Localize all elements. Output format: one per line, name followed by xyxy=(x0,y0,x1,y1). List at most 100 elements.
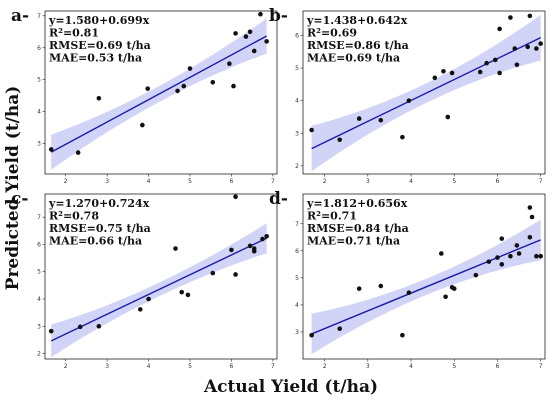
data-point xyxy=(179,289,185,295)
data-point xyxy=(258,11,263,17)
data-point xyxy=(527,13,533,19)
plot-area xyxy=(309,205,543,355)
data-point xyxy=(484,60,489,66)
stats-line: RMSE=0.69 t/ha xyxy=(49,39,151,52)
panel-frame xyxy=(44,193,278,360)
data-point xyxy=(508,15,513,20)
x-tick-label: 6 xyxy=(230,363,234,370)
x-tick-label: 5 xyxy=(452,363,456,370)
y-tick-label: 3 xyxy=(37,323,41,330)
y-tick-label: 5 xyxy=(295,275,299,282)
stats-line: y=1.812+0.656x xyxy=(306,197,408,210)
y-tick-label: 7 xyxy=(37,214,41,221)
data-point xyxy=(406,98,412,103)
data-point xyxy=(233,272,238,277)
data-point xyxy=(445,114,451,120)
plot-area xyxy=(48,194,269,358)
x-tick-label: 5 xyxy=(188,363,192,370)
x-tick-label: 6 xyxy=(496,178,500,185)
stats-line: R²=0.71 xyxy=(307,210,357,223)
y-tick-label: 6 xyxy=(295,248,299,255)
data-point xyxy=(527,234,533,240)
data-point xyxy=(451,286,457,291)
data-point xyxy=(512,46,518,51)
data-point xyxy=(514,62,520,68)
data-point xyxy=(499,236,505,241)
x-tick-label: 3 xyxy=(105,178,109,185)
y-tick-label: 4 xyxy=(37,296,41,303)
data-point xyxy=(210,270,216,276)
data-point xyxy=(499,262,505,267)
data-point xyxy=(449,70,455,76)
x-tick-label: 3 xyxy=(105,363,109,370)
data-point xyxy=(260,236,265,242)
data-point xyxy=(187,66,193,71)
data-point xyxy=(231,83,236,89)
y-tick-label: 4 xyxy=(37,109,41,116)
panel-1: 2 3 4 5 6 7 3 4 5 6 7 a-y=1.580+0.699xR²=0.81RMSE=0… xyxy=(11,6,278,185)
data-point xyxy=(185,292,191,298)
data-point xyxy=(233,194,238,200)
y-tick-label: 5 xyxy=(37,77,41,84)
regression-line xyxy=(50,237,267,342)
regression-line xyxy=(311,37,541,150)
y-tick-label: 5 xyxy=(295,65,299,72)
stats-line: RMSE=0.84 t/ha xyxy=(307,222,409,235)
data-point xyxy=(48,147,54,152)
data-point xyxy=(538,253,543,259)
x-tick-label: 5 xyxy=(452,178,456,185)
data-point xyxy=(146,296,151,302)
y-tick-label: 6 xyxy=(37,241,41,248)
panel-label: a- xyxy=(11,6,29,26)
x-tick-label: 7 xyxy=(271,178,275,185)
stats-line: y=1.270+0.724x xyxy=(48,197,150,210)
stats-line: R²=0.78 xyxy=(49,210,99,223)
panel-label: d- xyxy=(269,189,288,209)
data-point xyxy=(48,328,54,334)
data-point xyxy=(516,251,522,256)
panel-frame xyxy=(302,10,546,175)
x-tick-label: 3 xyxy=(366,178,370,185)
x-tick-label: 7 xyxy=(539,178,543,185)
panel-2: 2 3 4 5 6 7 2 3 4 5 6 b-y=1.438+0.642xR²=0.69RMSE=0… xyxy=(269,6,546,185)
panel-frame xyxy=(302,193,546,360)
data-point xyxy=(508,253,513,259)
data-point xyxy=(75,150,81,155)
data-point xyxy=(229,247,234,253)
data-point xyxy=(337,326,343,332)
x-tick-label: 7 xyxy=(539,363,543,370)
data-point xyxy=(251,48,257,54)
y-tick-label: 3 xyxy=(37,141,41,148)
x-tick-label: 3 xyxy=(366,363,370,370)
panel-4: 2 3 4 5 6 7 3 4 5 6 7 d-y=1.812+0.656xR²=0.71RMSE=0… xyxy=(269,189,546,370)
x-tick-label: 2 xyxy=(64,363,68,370)
y-tick-label: 3 xyxy=(295,130,299,137)
stats-line: RMSE=0.86 t/ha xyxy=(307,39,409,52)
x-tick-label: 2 xyxy=(323,363,327,370)
data-point xyxy=(96,323,102,329)
x-tick-label: 4 xyxy=(409,363,413,370)
data-point xyxy=(309,127,314,133)
stats-line: MAE=0.69 t/ha xyxy=(307,52,400,65)
data-point xyxy=(309,332,314,338)
data-point xyxy=(247,29,253,35)
data-point xyxy=(497,70,502,76)
panel-label: b- xyxy=(269,6,288,26)
data-point xyxy=(473,272,479,278)
stats-line: RMSE=0.75 t/ha xyxy=(49,222,151,235)
stats-line: MAE=0.71 t/ha xyxy=(307,235,400,248)
data-point xyxy=(243,34,249,39)
y-tick-label: 7 xyxy=(37,13,41,20)
y-tick-label: 2 xyxy=(295,163,299,170)
data-point xyxy=(173,246,178,251)
x-tick-label: 6 xyxy=(230,178,234,185)
data-point xyxy=(527,205,533,210)
y-tick-label: 4 xyxy=(295,98,299,105)
data-point xyxy=(175,88,180,94)
data-point xyxy=(210,79,216,85)
y-tick-label: 6 xyxy=(37,45,41,52)
data-point xyxy=(140,122,145,128)
stats-line: MAE=0.66 t/ha xyxy=(49,235,142,248)
stats-line: MAE=0.53 t/ha xyxy=(49,52,142,65)
data-point xyxy=(493,57,498,63)
